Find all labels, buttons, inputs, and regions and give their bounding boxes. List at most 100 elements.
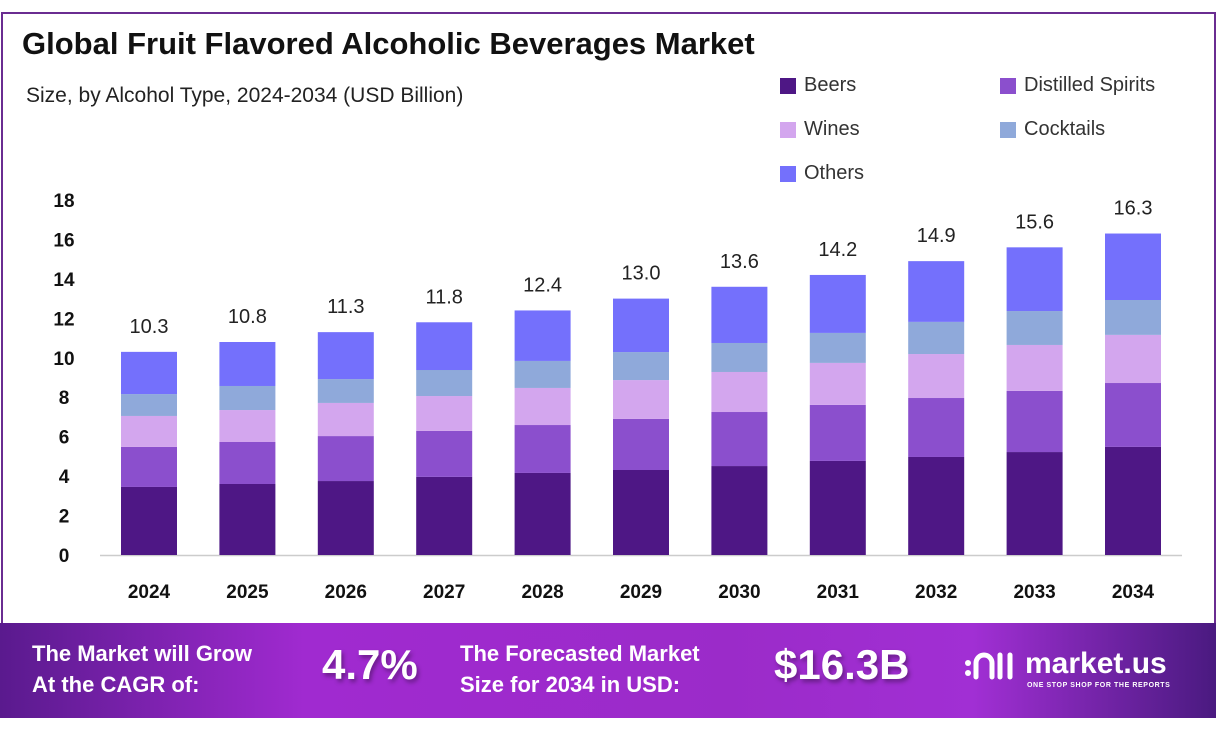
bar-segment-wines bbox=[514, 387, 571, 426]
cagr-label-line1: The Market will Grow bbox=[32, 641, 253, 666]
bar-segment-wines bbox=[711, 371, 768, 413]
x-tick-label: 2026 bbox=[325, 582, 367, 603]
forecast-label-line2: Size for 2034 in USD: bbox=[460, 672, 681, 697]
legend-label: Distilled Spirits bbox=[1024, 74, 1156, 96]
total-data-label: 11.8 bbox=[425, 286, 462, 308]
bar-segment-beers bbox=[1105, 446, 1161, 555]
cagr-label-line2: At the CAGR of: bbox=[32, 672, 200, 697]
y-tick-label: 16 bbox=[53, 230, 74, 251]
forecast-label-line1: The Forecasted Market bbox=[460, 641, 700, 666]
bar-segment-cocktails bbox=[219, 385, 276, 411]
total-data-label: 13.0 bbox=[622, 263, 661, 285]
x-tick-label: 2025 bbox=[226, 582, 269, 603]
legend-item: Cocktails bbox=[1000, 118, 1105, 141]
x-tick-label: 2027 bbox=[423, 582, 465, 603]
x-tick-label: 2029 bbox=[620, 582, 662, 603]
total-data-label: 15.6 bbox=[1015, 211, 1054, 233]
legend-swatch bbox=[780, 121, 796, 138]
y-tick-label: 8 bbox=[59, 388, 70, 409]
y-tick-label: 12 bbox=[53, 309, 74, 330]
total-data-label: 16.3 bbox=[1114, 198, 1153, 220]
legend-swatch bbox=[780, 165, 796, 182]
bar-segment-cocktails bbox=[613, 352, 669, 381]
bar-segment-cocktails bbox=[514, 360, 571, 388]
legend-label: Others bbox=[804, 162, 865, 184]
bar-segment-others bbox=[121, 351, 177, 395]
bar-segment-distilled-spirits bbox=[121, 446, 177, 487]
bar-segment-distilled-spirits bbox=[416, 430, 473, 477]
brand-tagline: ONE STOP SHOP FOR THE REPORTS bbox=[1027, 682, 1171, 689]
y-tick-label: 10 bbox=[53, 349, 74, 370]
y-tick-label: 2 bbox=[59, 507, 70, 528]
bar-segment-beers bbox=[317, 481, 374, 555]
y-tick-label: 4 bbox=[59, 467, 70, 488]
bar-segment-beers bbox=[416, 476, 473, 555]
bar-segment-distilled-spirits bbox=[219, 441, 276, 484]
bar-segment-cocktails bbox=[908, 321, 965, 355]
bar-segment-distilled-spirits bbox=[711, 412, 768, 467]
y-tick-label: 6 bbox=[59, 428, 70, 449]
bar-segment-others bbox=[1006, 247, 1063, 312]
bar-segment-cocktails bbox=[1105, 299, 1161, 335]
bar-segment-cocktails bbox=[121, 394, 177, 416]
bar-segment-distilled-spirits bbox=[809, 404, 866, 461]
bar-segment-beers bbox=[1006, 452, 1063, 555]
total-data-label: 12.4 bbox=[523, 274, 562, 296]
brand-name: market.us bbox=[1025, 647, 1167, 680]
y-tick-label: 0 bbox=[59, 546, 70, 567]
bar-segment-others bbox=[908, 261, 965, 322]
bar-segment-wines bbox=[809, 362, 866, 405]
bar-segment-others bbox=[613, 298, 669, 353]
bar-segment-others bbox=[219, 342, 276, 386]
legend-item: Beers bbox=[780, 74, 856, 97]
bar-segment-beers bbox=[809, 460, 866, 555]
bar-segment-beers bbox=[711, 466, 768, 555]
brand-logo bbox=[962, 647, 1018, 692]
y-tick-label: 18 bbox=[53, 191, 74, 212]
total-data-label: 11.3 bbox=[327, 296, 364, 318]
bar-segment-wines bbox=[1105, 334, 1161, 384]
bar-segment-others bbox=[416, 322, 473, 371]
bar-segment-others bbox=[1105, 233, 1161, 300]
market-us-logo-icon bbox=[965, 652, 1013, 680]
bar-segment-beers bbox=[908, 456, 965, 555]
cagr-label: The Market will Grow At the CAGR of: bbox=[32, 638, 252, 700]
legend-item: Others bbox=[780, 162, 864, 185]
bar-segment-cocktails bbox=[1006, 311, 1063, 345]
x-tick-label: 2031 bbox=[817, 582, 860, 603]
legend-swatch bbox=[780, 77, 796, 94]
footer-banner: The Market will Grow At the CAGR of: 4.7… bbox=[0, 623, 1216, 718]
bar-segment-others bbox=[514, 310, 571, 361]
bar-segment-cocktails bbox=[416, 370, 473, 397]
bar-segment-cocktails bbox=[711, 342, 768, 372]
stacked-bar-chart: 0 2 4 6 8 10 12 14 16 18 10.3 2024 10.8 2025 11.3 2026 1… bbox=[53, 191, 1182, 603]
bar-segment-beers bbox=[121, 486, 177, 555]
bar-segment-others bbox=[809, 274, 866, 333]
bar-segment-distilled-spirits bbox=[1006, 390, 1063, 453]
bar-segment-distilled-spirits bbox=[317, 436, 374, 482]
bar-segment-distilled-spirits bbox=[1105, 383, 1161, 447]
bar-segment-beers bbox=[514, 472, 571, 555]
forecast-label: The Forecasted Market Size for 2034 in U… bbox=[460, 638, 700, 700]
bar-segment-wines bbox=[121, 415, 177, 447]
y-tick-label: 14 bbox=[53, 270, 75, 291]
legend-item: Distilled Spirits bbox=[1000, 74, 1155, 97]
total-data-label: 10.8 bbox=[228, 306, 267, 328]
bar-segment-wines bbox=[613, 380, 669, 419]
bar-segment-others bbox=[317, 332, 374, 380]
x-tick-label: 2024 bbox=[128, 582, 171, 603]
legend-item: Wines bbox=[780, 118, 860, 141]
bar-segment-distilled-spirits bbox=[908, 398, 965, 457]
total-data-label: 14.9 bbox=[917, 225, 956, 247]
cagr-value: 4.7% bbox=[322, 641, 418, 688]
bar-segment-wines bbox=[317, 402, 374, 437]
x-tick-label: 2034 bbox=[1112, 582, 1155, 603]
x-tick-label: 2028 bbox=[521, 582, 563, 603]
bar-segment-distilled-spirits bbox=[613, 418, 669, 470]
bar-segment-cocktails bbox=[809, 332, 866, 363]
chart-title: Global Fruit Flavored Alcoholic Beverage… bbox=[22, 26, 755, 61]
bar-segment-wines bbox=[908, 354, 965, 399]
bar-segment-wines bbox=[416, 396, 473, 431]
total-data-label: 10.3 bbox=[130, 316, 169, 338]
bar-segment-wines bbox=[219, 410, 276, 442]
